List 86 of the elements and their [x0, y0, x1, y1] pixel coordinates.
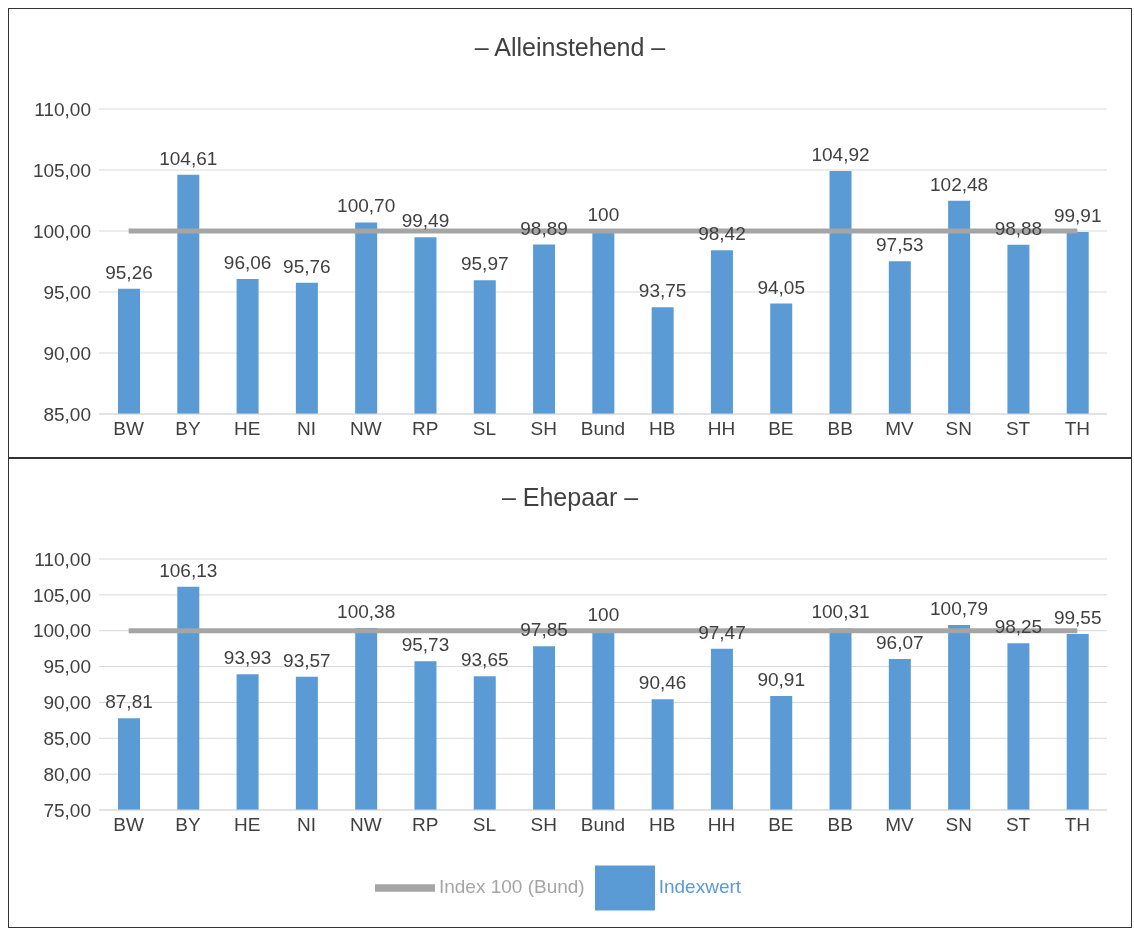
x-tick-label: HH [707, 814, 736, 836]
data-label: 98,25 [994, 616, 1043, 638]
data-label: 95,26 [105, 261, 153, 283]
data-label: 90,91 [757, 668, 806, 690]
x-tick-label: NW [350, 418, 382, 440]
data-label: 95,76 [283, 255, 331, 277]
data-label: 99,55 [1053, 606, 1102, 628]
data-label: 97,47 [698, 621, 746, 643]
data-label: 102,48 [930, 173, 989, 195]
y-tick-label: 95,00 [43, 656, 91, 678]
data-label: 93,75 [638, 280, 687, 302]
data-label: 87,81 [105, 691, 153, 713]
data-label: 98,88 [994, 217, 1043, 239]
y-tick-label: 85,00 [43, 728, 91, 750]
x-tick-label: NI [297, 814, 317, 836]
data-label: 98,89 [520, 217, 568, 239]
x-tick-label: HH [707, 418, 736, 440]
legend-label: Index 100 (Bund) [438, 876, 585, 898]
x-tick-label: SH [530, 418, 557, 440]
x-tick-label: SL [472, 814, 497, 836]
x-tick-label: HE [234, 418, 261, 440]
data-label: 93,57 [283, 649, 331, 671]
y-tick-label: 95,00 [43, 281, 91, 303]
y-tick-label: 100,00 [32, 620, 91, 642]
data-label: 97,85 [520, 619, 568, 641]
data-label: 93,93 [223, 647, 272, 669]
data-label: 99,91 [1053, 205, 1102, 227]
x-tick-label: BB [827, 418, 853, 440]
y-tick-label: 90,00 [43, 342, 91, 364]
x-tick-label: Bund [580, 814, 626, 836]
y-tick-label: 90,00 [43, 692, 91, 714]
data-label: 106,13 [159, 559, 218, 581]
data-label: 94,05 [757, 276, 806, 298]
x-tick-label: HB [649, 418, 676, 440]
y-tick-label: 105,00 [32, 159, 91, 181]
x-tick-label: HE [234, 814, 261, 836]
data-label: 95,97 [460, 253, 509, 275]
data-label: 104,61 [159, 147, 218, 169]
data-label: 98,42 [698, 223, 746, 245]
x-tick-label: ST [1005, 418, 1031, 440]
data-label: 96,07 [876, 631, 924, 653]
data-label: 100 [587, 204, 620, 225]
y-tick-label: 105,00 [32, 584, 91, 606]
data-label: 95,73 [401, 634, 450, 656]
data-label: 100,38 [337, 600, 396, 622]
x-tick-label: SN [945, 814, 972, 836]
y-tick-label: 110,00 [34, 548, 91, 570]
x-tick-label: Bund [580, 418, 626, 440]
x-tick-label: SH [530, 814, 557, 836]
y-tick-label: 85,00 [43, 403, 91, 425]
x-tick-label: TH [1064, 418, 1091, 440]
y-tick-label: 80,00 [43, 763, 91, 785]
data-label: 104,92 [811, 143, 870, 165]
chart-title: – Ehepaar – [500, 482, 640, 513]
x-tick-label: BB [827, 814, 853, 836]
x-tick-label: HB [649, 814, 676, 836]
legend-label: Indexwert [658, 876, 742, 898]
x-tick-label: BW [113, 418, 145, 440]
x-tick-label: BE [768, 814, 794, 836]
data-label: 93,65 [460, 649, 509, 671]
x-tick-label: TH [1064, 814, 1091, 836]
data-label: 99,49 [401, 210, 450, 232]
data-label: 100,31 [811, 601, 870, 623]
x-tick-label: BY [175, 418, 201, 440]
x-tick-label: BE [768, 418, 794, 440]
data-label: 100 [587, 603, 620, 625]
x-tick-label: MV [885, 418, 915, 440]
y-tick-label: 100,00 [32, 220, 91, 242]
x-tick-label: ST [1005, 814, 1031, 836]
data-label: 100,70 [337, 195, 396, 217]
data-label: 100,79 [930, 598, 989, 620]
data-label: 96,06 [223, 252, 272, 274]
x-tick-label: RP [411, 814, 439, 836]
x-tick-label: NW [350, 814, 382, 836]
x-tick-label: SL [472, 418, 497, 440]
x-tick-label: NI [297, 418, 317, 440]
x-tick-label: SN [945, 418, 972, 440]
chart-title: – Alleinstehend – [473, 32, 667, 63]
x-tick-label: MV [885, 814, 915, 836]
data-label: 97,53 [876, 234, 924, 256]
y-tick-label: 75,00 [43, 799, 91, 821]
x-tick-label: BW [113, 814, 145, 836]
x-tick-label: BY [175, 814, 201, 836]
x-tick-label: RP [411, 418, 439, 440]
data-label: 90,46 [638, 672, 687, 694]
y-tick-label: 110,00 [34, 98, 91, 120]
